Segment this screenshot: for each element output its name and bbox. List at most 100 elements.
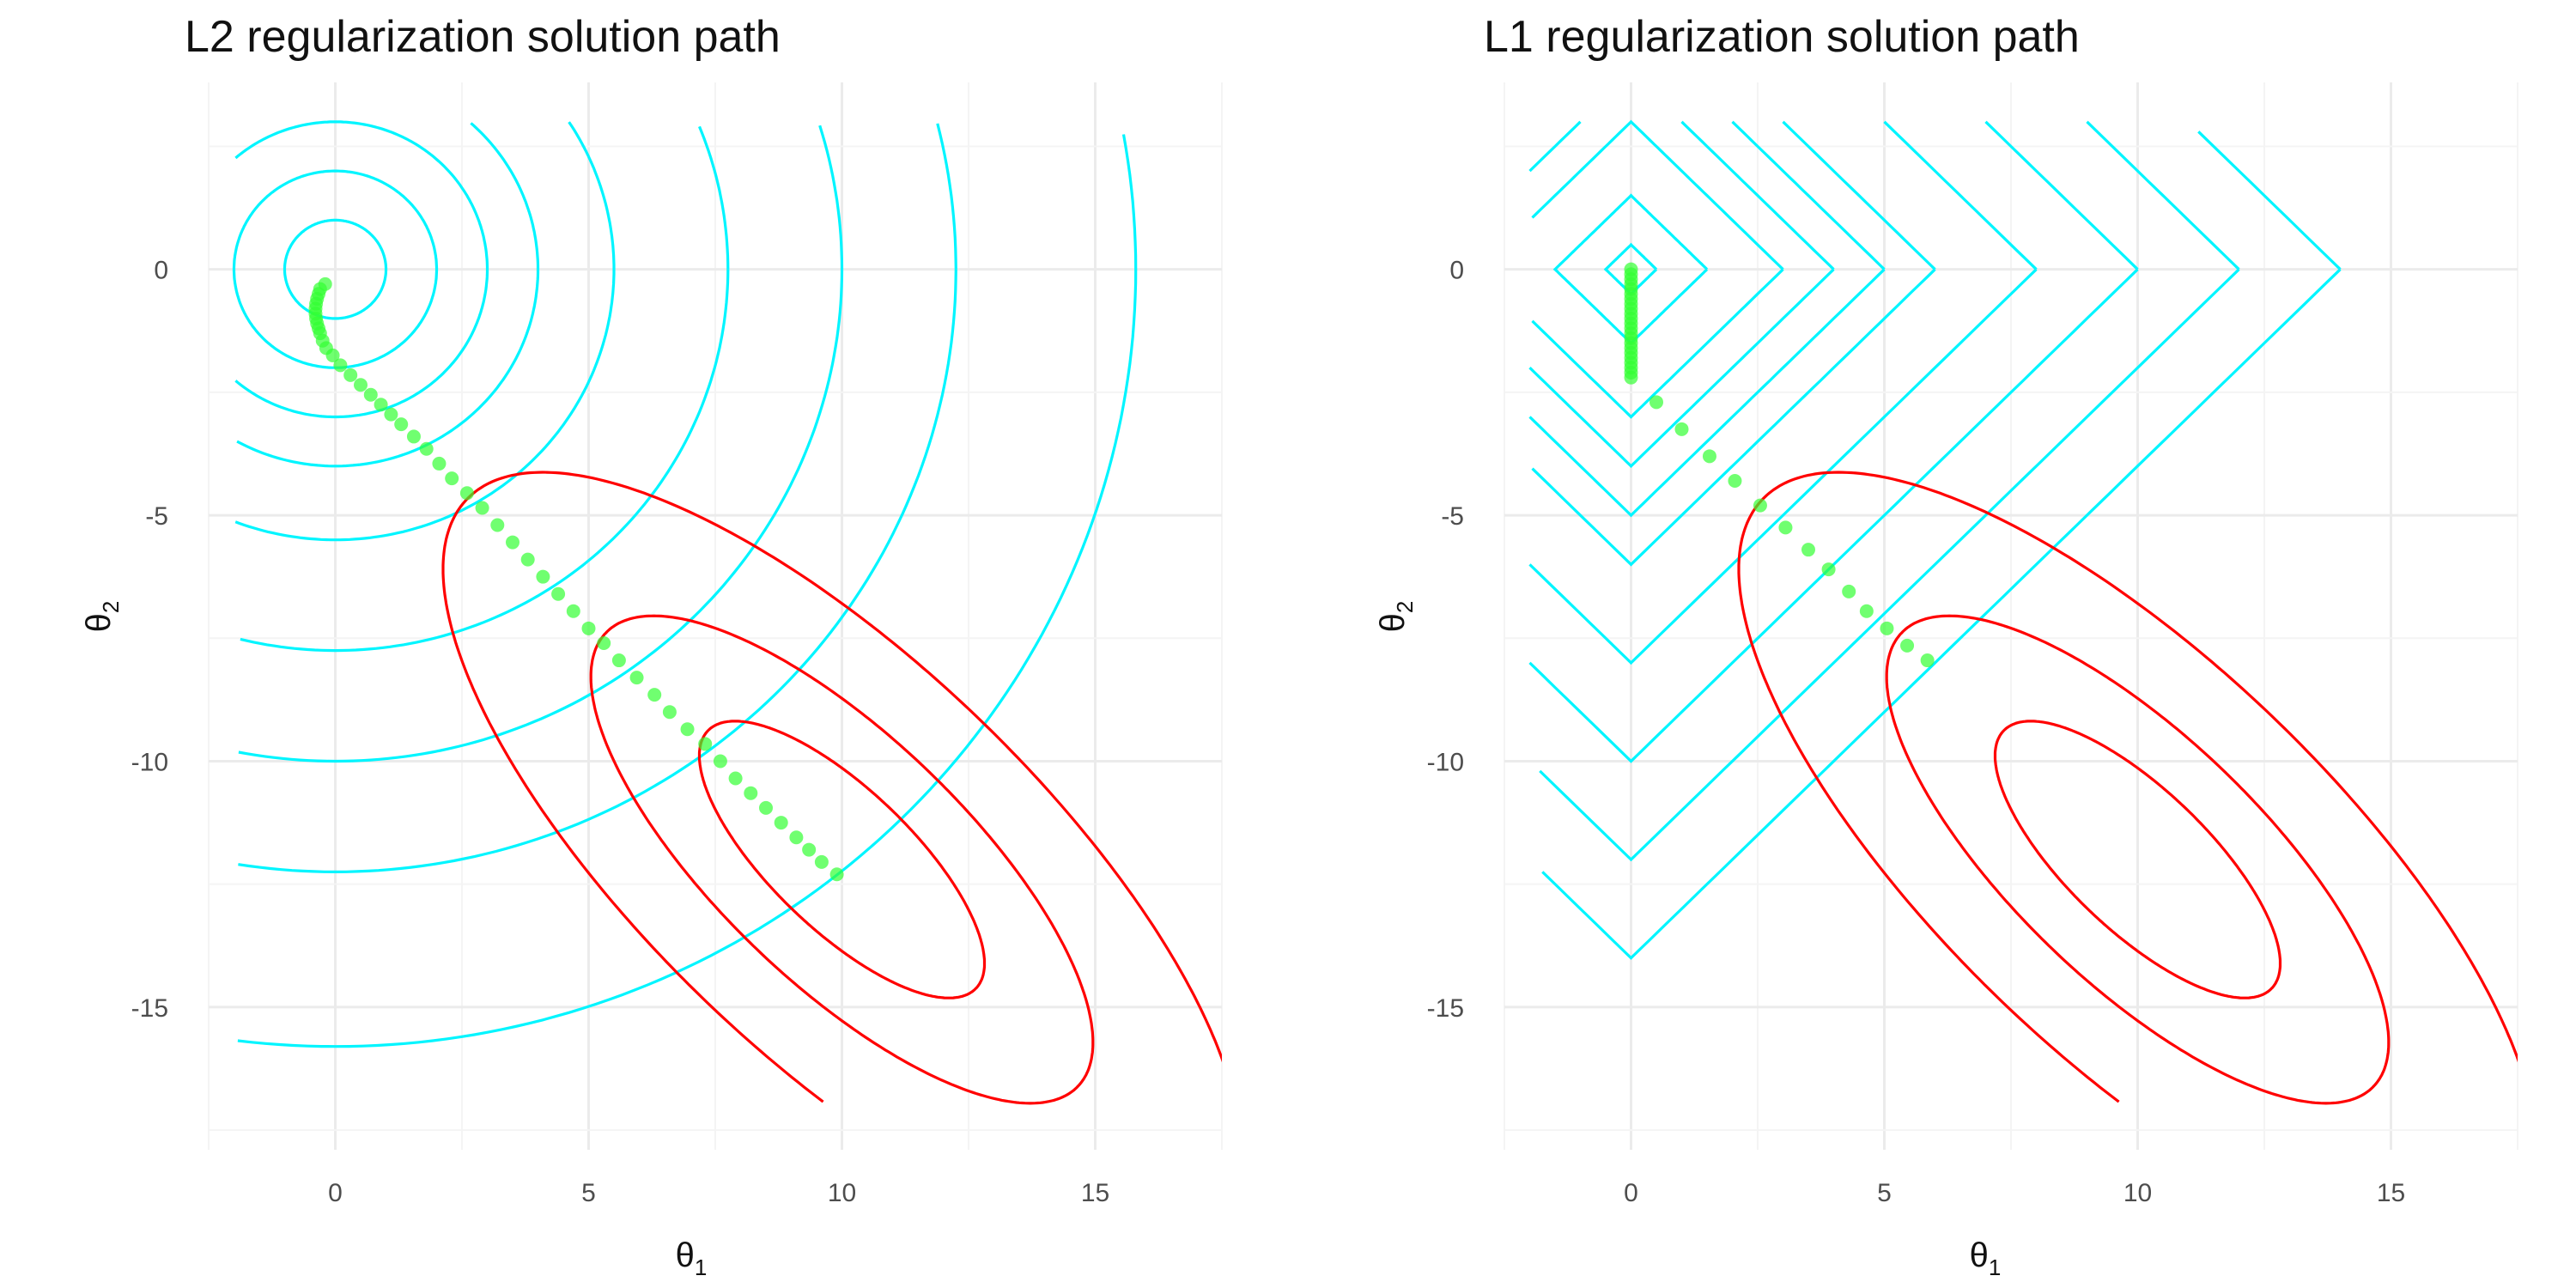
- l1-x-tick-label: 15: [2377, 1179, 2405, 1207]
- l2-path-point: [581, 621, 596, 635]
- l1-grid: [1504, 82, 2518, 1150]
- l1-y-tick-label: -10: [1427, 748, 1464, 776]
- l1-path-point: [1753, 498, 1767, 513]
- l2-path-point: [611, 653, 626, 668]
- l2-loss-contour: [441, 471, 1222, 1103]
- l1-path-point: [1900, 638, 1915, 653]
- l1-path-point: [1649, 395, 1663, 410]
- l2-penalty-contour: [237, 134, 1138, 1048]
- l1-x-axis-label: θ1: [1970, 1236, 2002, 1280]
- l1-x-tick-label: 5: [1877, 1179, 1892, 1207]
- l1-path-point: [1880, 621, 1894, 635]
- l2-path-point: [713, 754, 727, 769]
- l2-y-tick-label: -15: [131, 994, 168, 1023]
- l2-path-point: [419, 441, 434, 456]
- l1-y-tick-label: -5: [1441, 502, 1464, 531]
- l2-x-tick-label: 0: [328, 1179, 343, 1207]
- l2-path-point: [536, 569, 550, 584]
- l2-path-point: [647, 688, 662, 702]
- l2-y-tick-label: -10: [131, 748, 168, 776]
- l2-x-tick-label: 5: [581, 1179, 596, 1207]
- l2-x-tick-label: 15: [1081, 1179, 1109, 1207]
- l1-path-point: [1821, 562, 1836, 577]
- l1-path-point: [1728, 473, 1742, 488]
- l1-penalty-contour: [1552, 193, 1709, 345]
- l2-path-point: [506, 535, 519, 550]
- l2-y-axis-label: θ2: [80, 601, 124, 633]
- l1-penalty-contour: [1541, 131, 2342, 960]
- l2-panel: L2 regularization solution path 0 5 10 15 0 -…: [80, 12, 1223, 1280]
- l2-y-tick-label: -5: [145, 502, 168, 531]
- l1-y-axis-label: θ2: [1374, 601, 1418, 633]
- l1-path-point: [1842, 584, 1856, 598]
- l2-path-point: [814, 854, 829, 869]
- l2-path-point: [680, 722, 695, 737]
- l2-loss-contour: [697, 720, 987, 999]
- l2-path-point: [662, 705, 677, 720]
- l2-path-point: [744, 786, 758, 800]
- l1-x-tick-label: 10: [2123, 1179, 2152, 1207]
- l2-path-point: [475, 501, 489, 515]
- l1-penalty-contour: [1528, 120, 2038, 665]
- l2-path-point: [490, 518, 505, 532]
- l1-y-tick-label: 0: [1449, 257, 1464, 285]
- l1-loss-contour: [1885, 614, 2391, 1105]
- l2-path-point: [629, 671, 644, 685]
- l1-path-point: [1624, 370, 1638, 385]
- l2-path-point: [459, 486, 474, 501]
- l1-tick-labels: 0 5 10 15 0 -5 -10 -15: [1427, 257, 2406, 1207]
- l1-panel: L1 regularization solution path 0 5 10 15 0 -…: [1374, 12, 2518, 1280]
- l2-path-point: [566, 604, 580, 618]
- l2-tick-labels: 0 5 10 15 0 -5 -10 -15: [131, 257, 1110, 1207]
- l2-panel-title: L2 regularization solution path: [185, 12, 781, 62]
- l2-path-point: [374, 398, 388, 412]
- l1-panel-title: L1 regularization solution path: [1484, 12, 2080, 62]
- l2-x-axis-label: θ1: [676, 1236, 708, 1280]
- l2-path-point: [829, 867, 844, 882]
- l2-path-point: [343, 368, 358, 382]
- l1-penalty-contour: [1528, 120, 1886, 518]
- l2-penalty-contour: [234, 120, 489, 419]
- l2-penalty-contour: [238, 125, 844, 763]
- l2-path-point: [432, 456, 447, 471]
- l2-path-point: [597, 636, 611, 651]
- l2-path-point: [551, 586, 566, 601]
- l1-path-point: [1702, 449, 1716, 464]
- l1-path-point: [1920, 653, 1935, 668]
- l2-penalty-contour: [232, 169, 439, 369]
- l2-path-point: [802, 842, 817, 857]
- l2-penalty-contour: [240, 125, 730, 653]
- l2-y-tick-label: 0: [154, 257, 168, 285]
- l2-path-point: [774, 816, 788, 830]
- l2-penalty-contour: [283, 218, 388, 320]
- l2-path-point: [789, 830, 804, 845]
- l2-path-point: [325, 348, 340, 362]
- l2-loss-contour: [589, 614, 1095, 1105]
- l2-grid: [208, 82, 1223, 1150]
- l1-path-point: [1778, 520, 1793, 535]
- l1-path-point: [1801, 543, 1815, 557]
- l2-penalty-contour: [234, 121, 616, 542]
- l2-path-point: [520, 552, 535, 567]
- l2-path-point: [445, 471, 459, 486]
- l2-path-point: [698, 737, 713, 751]
- l1-y-tick-label: -15: [1427, 994, 1464, 1023]
- l2-path-point: [384, 407, 398, 422]
- l2-path-point: [333, 358, 348, 373]
- l1-loss-contour: [1993, 720, 2282, 999]
- l1-path-point: [1859, 604, 1874, 618]
- l2-path-point: [394, 417, 409, 432]
- l2-path-point: [363, 387, 378, 402]
- l2-path-point: [728, 771, 743, 786]
- l1-loss-contour: [1737, 471, 2518, 1103]
- l1-penalty-contour: [1603, 242, 1658, 296]
- l1-penalty-contour: [1531, 119, 1784, 419]
- l1-penalty-contour: [1528, 120, 1835, 469]
- l2-plot-area: [232, 120, 1222, 1105]
- l2-path-point: [406, 429, 421, 444]
- l1-penalty-contour: [1531, 120, 1936, 567]
- l1-plot-area: [1528, 119, 2518, 1105]
- l1-penalty-contour: [1528, 120, 2139, 763]
- l1-x-tick-label: 0: [1624, 1179, 1638, 1207]
